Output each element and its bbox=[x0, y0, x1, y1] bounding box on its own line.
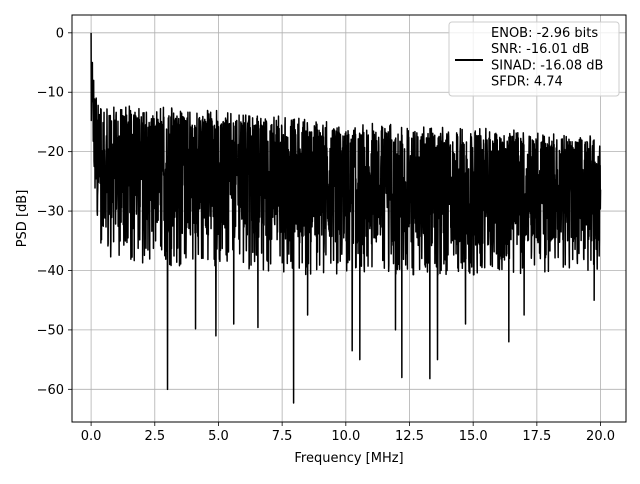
x-axis-label: Frequency [MHz] bbox=[294, 451, 403, 466]
legend-sfdr: SFDR: 4.74 bbox=[491, 75, 563, 90]
y-tick-label: −30 bbox=[37, 205, 64, 220]
x-tick-label: 15.0 bbox=[459, 429, 488, 444]
x-tick-label: 5.0 bbox=[208, 429, 229, 444]
series-psd bbox=[90, 32, 602, 404]
legend-enob: ENOB: -2.96 bits bbox=[491, 26, 598, 41]
y-tick-label: −60 bbox=[37, 383, 64, 398]
y-tick-label: −10 bbox=[37, 86, 64, 101]
psd-line bbox=[90, 32, 602, 404]
legend-snr: SNR: -16.01 dB bbox=[491, 42, 589, 57]
legend-sinad: SINAD: -16.08 dB bbox=[491, 58, 603, 73]
y-tick-label: 0 bbox=[56, 26, 64, 41]
x-tick-label: 2.5 bbox=[144, 429, 165, 444]
x-ticks: 0.0 2.5 5.0 7.5 10.0 12.5 15.0 17.5 20.0 bbox=[81, 422, 615, 444]
y-tick-label: −40 bbox=[37, 264, 64, 279]
x-tick-label: 7.5 bbox=[272, 429, 293, 444]
y-tick-label: −20 bbox=[37, 145, 64, 160]
y-ticks: 0 −10 −20 −30 −40 −50 −60 bbox=[37, 26, 72, 398]
y-axis-label: PSD [dB] bbox=[15, 190, 30, 248]
legend-box bbox=[448, 21, 620, 97]
x-tick-label: 0.0 bbox=[81, 429, 102, 444]
x-tick-label: 10.0 bbox=[331, 429, 360, 444]
y-tick-label: −50 bbox=[37, 323, 64, 338]
x-tick-label: 12.5 bbox=[395, 429, 424, 444]
x-tick-label: 17.5 bbox=[522, 429, 551, 444]
axes-frame bbox=[71, 14, 627, 423]
legend: ENOB: -2.96 bits SNR: -16.01 dB SINAD: -… bbox=[448, 21, 620, 97]
x-tick-label: 20.0 bbox=[586, 429, 615, 444]
